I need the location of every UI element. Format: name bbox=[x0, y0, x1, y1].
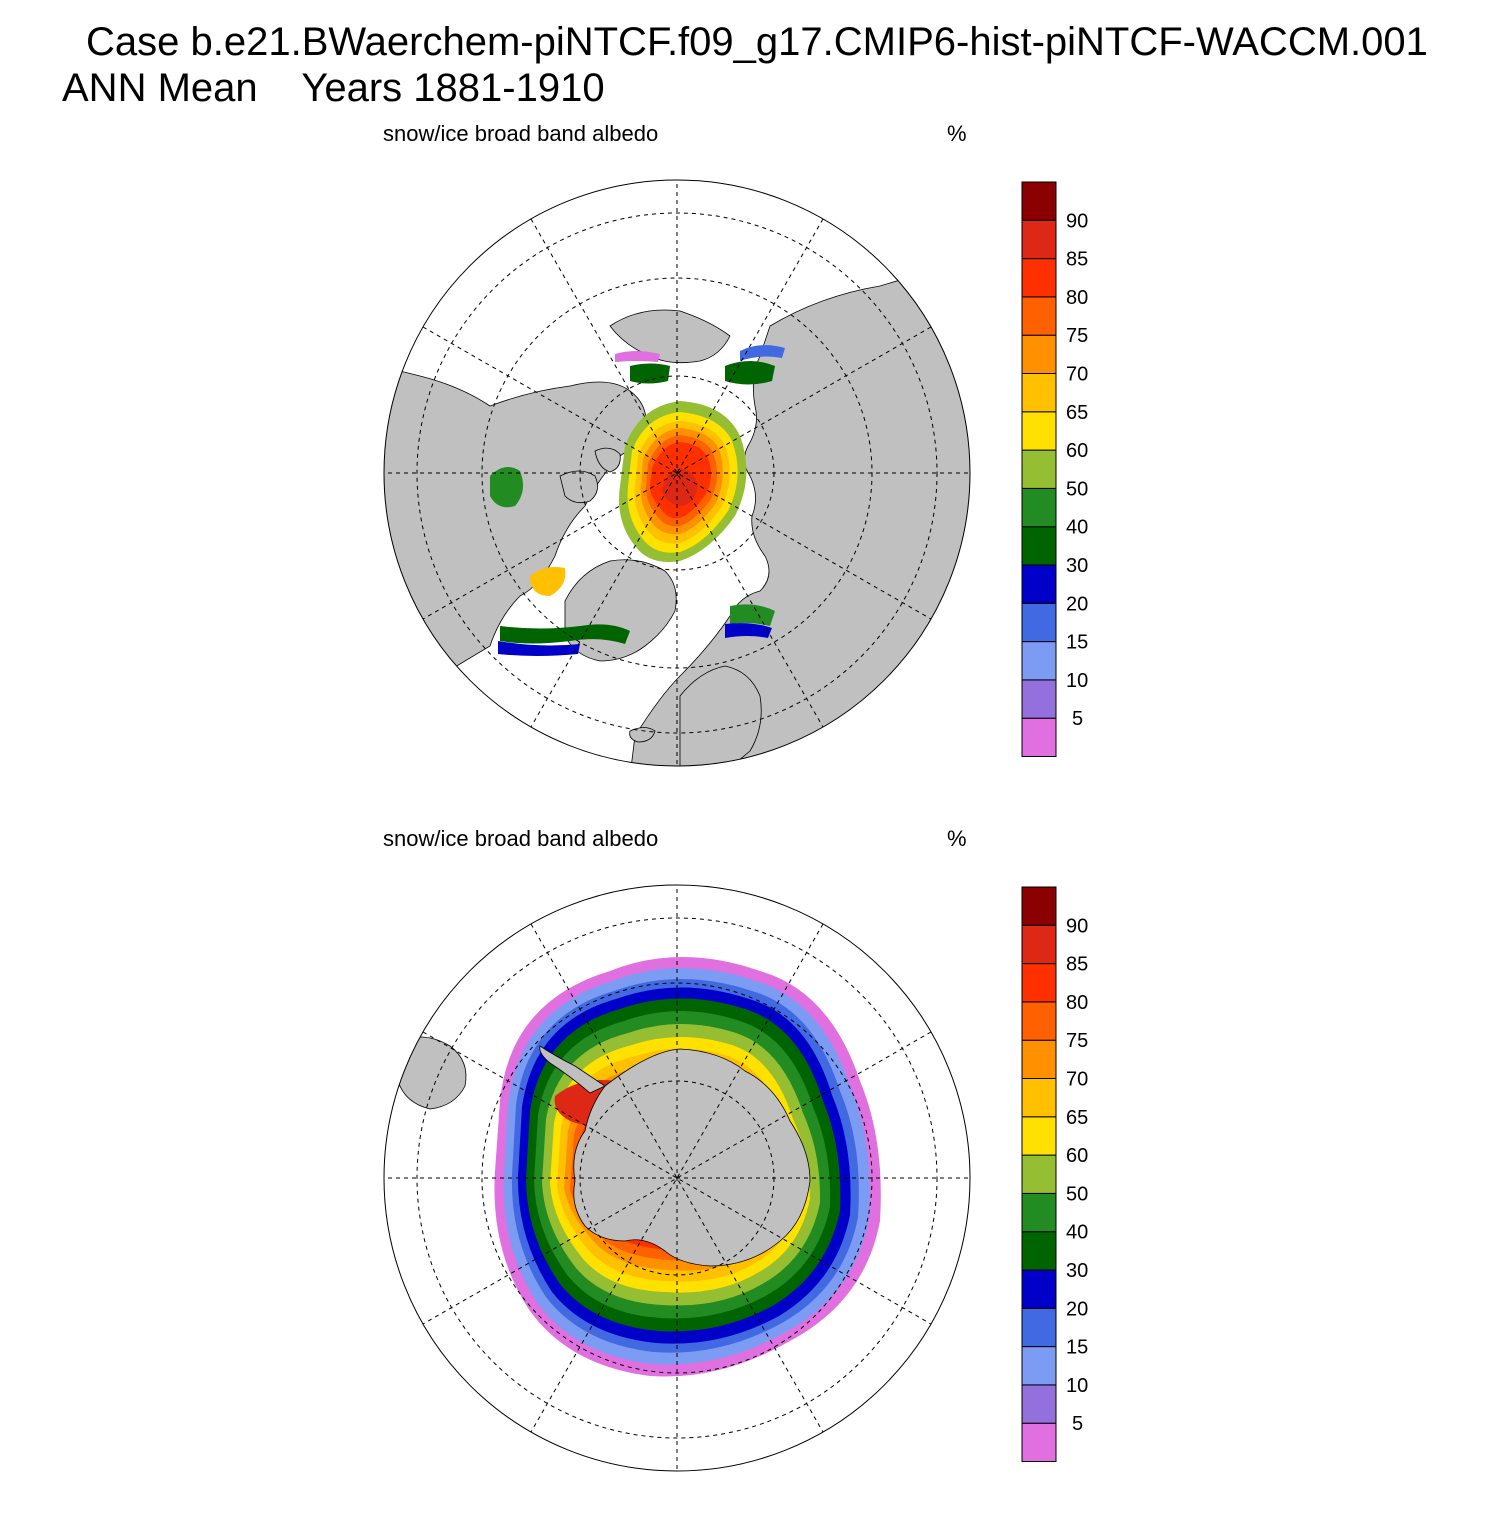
colorbar-tick-label: 85 bbox=[1066, 249, 1088, 271]
colorbar-tick-label: 40 bbox=[1066, 1222, 1088, 1244]
colorbar-tick-label: 5 bbox=[1072, 708, 1083, 730]
graticule bbox=[384, 180, 970, 766]
colorbar-tick-label: 5 bbox=[1072, 1413, 1083, 1435]
colorbar-box bbox=[1021, 1192, 1057, 1233]
variable-label: snow/ice broad band albedo bbox=[383, 121, 659, 146]
colorbar-tick-label: 10 bbox=[1066, 670, 1088, 692]
south-colorbar: 5 10 15 20 30 40 50 60 65 70 75 80 85 90 bbox=[1021, 886, 1088, 1463]
south-panel: snow/ice broad band albedo % bbox=[0, 815, 1500, 1515]
colorbar-boxes bbox=[1021, 886, 1057, 1463]
colorbar-boxes bbox=[1021, 181, 1057, 758]
colorbar-tick-label: 20 bbox=[1066, 593, 1088, 615]
colorbar-box bbox=[1021, 258, 1057, 298]
colorbar-box bbox=[1021, 963, 1057, 1003]
colorbar-tick-label: 60 bbox=[1066, 1145, 1088, 1167]
north-polar-map bbox=[383, 179, 971, 767]
colorbar-tick-label: 10 bbox=[1066, 1375, 1088, 1397]
colorbar-box bbox=[1021, 602, 1057, 643]
north-colorbar: 5 10 15 20 30 40 50 60 65 70 75 80 85 90 bbox=[1021, 181, 1088, 758]
colorbar-tick-label: 75 bbox=[1066, 1030, 1088, 1052]
colorbar-tick-label: 50 bbox=[1066, 478, 1088, 500]
colorbar-tick-label: 70 bbox=[1066, 364, 1088, 386]
colorbar-box bbox=[1021, 1116, 1057, 1156]
graticule bbox=[384, 885, 970, 1471]
colorbar-tick-label: 80 bbox=[1066, 287, 1088, 309]
colorbar-tick-label: 65 bbox=[1066, 1107, 1088, 1129]
map-boundary bbox=[383, 179, 971, 767]
colorbar-box bbox=[1021, 1039, 1057, 1079]
colorbar-box bbox=[1021, 641, 1057, 681]
case-title: Case b.e21.BWaerchem-piNTCF.f09_g17.CMIP… bbox=[86, 20, 1428, 64]
colorbar-box bbox=[1021, 373, 1057, 413]
colorbar-box bbox=[1021, 1231, 1057, 1271]
colorbar-box bbox=[1021, 334, 1057, 374]
colorbar-tick-label: 30 bbox=[1066, 555, 1088, 577]
colorbar-tick-label: 70 bbox=[1066, 1069, 1088, 1091]
colorbar-box bbox=[1021, 1422, 1057, 1463]
colorbar-box bbox=[1021, 181, 1057, 221]
colorbar-tick-label: 15 bbox=[1066, 632, 1088, 654]
colorbar-box bbox=[1021, 717, 1057, 758]
units-label: % bbox=[947, 826, 967, 851]
colorbar-box bbox=[1021, 487, 1057, 528]
variable-label: snow/ice broad band albedo bbox=[383, 826, 659, 851]
colorbar-box bbox=[1021, 411, 1057, 451]
colorbar-tick-label: 90 bbox=[1066, 915, 1088, 937]
colorbar-box bbox=[1021, 1384, 1057, 1424]
colorbar-tick-label: 40 bbox=[1066, 517, 1088, 539]
colorbar-tick-label: 60 bbox=[1066, 440, 1088, 462]
colorbar-box bbox=[1021, 1078, 1057, 1118]
units-label: % bbox=[947, 121, 967, 146]
colorbar-box bbox=[1021, 1269, 1057, 1309]
land-masses bbox=[384, 255, 970, 766]
south-america-land bbox=[397, 1036, 467, 1110]
colorbar-tick-label: 90 bbox=[1066, 210, 1088, 232]
colorbar-tick-label: 80 bbox=[1066, 992, 1088, 1014]
south-polar-map bbox=[383, 884, 971, 1472]
colorbar-box bbox=[1021, 1154, 1057, 1194]
colorbar-box bbox=[1021, 1346, 1057, 1386]
colorbar-box bbox=[1021, 679, 1057, 719]
north-panel: snow/ice broad band albedo % bbox=[0, 110, 1500, 810]
colorbar-tick-label: 20 bbox=[1066, 1298, 1088, 1320]
colorbar-box bbox=[1021, 1001, 1057, 1041]
colorbar-box bbox=[1021, 296, 1057, 336]
colorbar-box bbox=[1021, 219, 1057, 260]
colorbar-box bbox=[1021, 564, 1057, 604]
colorbar-tick-label: 15 bbox=[1066, 1337, 1088, 1359]
period-title: ANN Mean Years 1881-1910 bbox=[62, 66, 605, 110]
map-boundary bbox=[383, 884, 971, 1472]
colorbar-box bbox=[1021, 526, 1057, 566]
colorbar-box bbox=[1021, 1307, 1057, 1348]
colorbar-box bbox=[1021, 449, 1057, 489]
sea-ice-bands bbox=[490, 345, 785, 656]
colorbar-tick-label: 85 bbox=[1066, 954, 1088, 976]
antarctic-peninsula-land bbox=[539, 1045, 606, 1094]
colorbar-tick-label: 65 bbox=[1066, 402, 1088, 424]
colorbar-tick-label: 50 bbox=[1066, 1183, 1088, 1205]
colorbar-labels: 5 10 15 20 30 40 50 60 65 70 75 80 85 90 bbox=[1066, 210, 1088, 730]
antarctica-land bbox=[573, 1048, 811, 1267]
colorbar-labels: 5 10 15 20 30 40 50 60 65 70 75 80 85 90 bbox=[1066, 915, 1088, 1435]
colorbar-tick-label: 30 bbox=[1066, 1260, 1088, 1282]
colorbar-box bbox=[1021, 924, 1057, 965]
colorbar-tick-label: 75 bbox=[1066, 325, 1088, 347]
colorbar-box bbox=[1021, 886, 1057, 926]
